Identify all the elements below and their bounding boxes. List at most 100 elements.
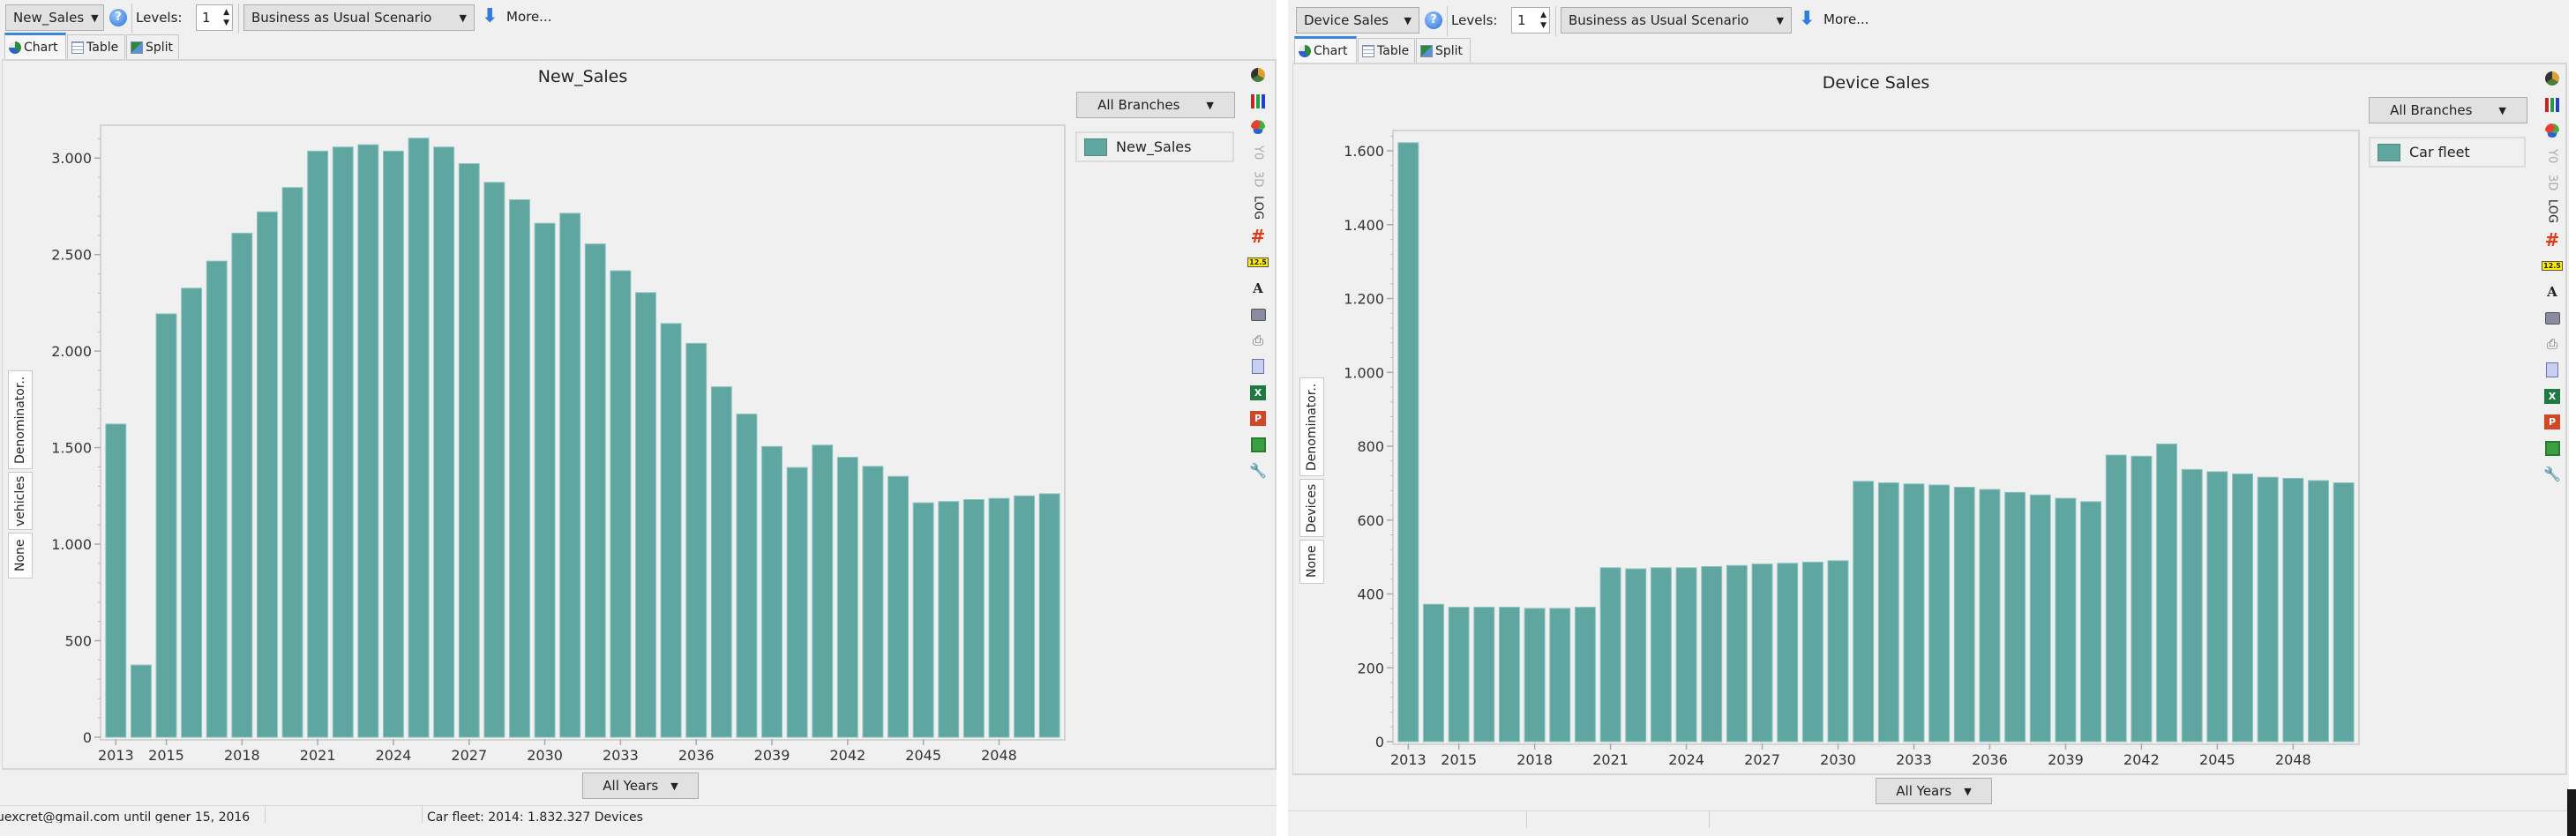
y-zero-icon[interactable]: Y0 bbox=[1248, 144, 1268, 163]
log-scale-icon[interactable]: LOG bbox=[1248, 196, 1268, 220]
scenario-dropdown[interactable]: Business as Usual Scenario ▼ bbox=[243, 4, 475, 31]
levels-stepper[interactable]: 1 ▲ ▼ bbox=[1511, 7, 1550, 34]
branches-dropdown[interactable]: All Branches ▼ bbox=[1076, 92, 1235, 118]
bar-chart-icon[interactable] bbox=[2542, 95, 2562, 115]
toolbar-divider bbox=[131, 4, 132, 34]
arrow-down-icon[interactable]: ⬇ bbox=[1799, 8, 1816, 30]
x-tick-label: 2048 bbox=[981, 747, 1017, 764]
x-tick-label: 2045 bbox=[2199, 751, 2235, 768]
camera-icon[interactable] bbox=[2542, 309, 2562, 328]
colors-icon[interactable] bbox=[1248, 117, 1268, 137]
printer-icon[interactable]: ⎙ bbox=[2546, 336, 2557, 352]
sort-pie-icon[interactable] bbox=[2542, 69, 2562, 88]
bar-2034 bbox=[1928, 484, 1951, 743]
split-view-icon bbox=[1420, 44, 1433, 57]
help-icon[interactable]: ? bbox=[109, 9, 127, 26]
variable-dropdown[interactable]: Device Sales ▼ bbox=[1296, 7, 1419, 34]
x-tick-label: 2033 bbox=[603, 747, 639, 764]
chevron-down-icon: ▼ bbox=[1964, 785, 1972, 797]
y-tick-label: 3.000 bbox=[51, 150, 92, 167]
wrench-icon[interactable]: 🔧 bbox=[2543, 466, 2561, 482]
levels-stepper[interactable]: 1 ▲ ▼ bbox=[196, 4, 233, 31]
3d-icon[interactable]: 3D bbox=[1248, 169, 1268, 189]
grid-hash-icon[interactable]: # bbox=[2544, 229, 2560, 250]
years-dropdown[interactable]: All Years ▼ bbox=[582, 773, 699, 799]
y-tick-label: 1.400 bbox=[1344, 217, 1384, 234]
copy-icon[interactable] bbox=[2542, 361, 2562, 380]
data-labels-icon[interactable]: 12.5 bbox=[2542, 257, 2563, 276]
colors-icon[interactable] bbox=[2542, 121, 2562, 140]
more-button[interactable]: More... bbox=[1823, 11, 1869, 27]
stepper-arrows-icon[interactable]: ▲ ▼ bbox=[1540, 11, 1546, 30]
scale-tab[interactable]: None bbox=[1299, 540, 1324, 584]
x-tick-label: 2013 bbox=[98, 747, 134, 764]
tab-table[interactable]: Table bbox=[67, 34, 125, 59]
unit-tab[interactable]: Devices bbox=[1299, 479, 1324, 537]
x-tick-label: 2018 bbox=[1516, 751, 1553, 768]
stepper-arrows-icon[interactable]: ▲ ▼ bbox=[223, 8, 229, 27]
bar-2038 bbox=[736, 414, 758, 738]
years-dropdown[interactable]: All Years ▼ bbox=[1876, 778, 1992, 804]
font-icon[interactable]: A bbox=[1253, 280, 1263, 296]
y-tick-label: 0 bbox=[1375, 734, 1384, 750]
bar-2022 bbox=[332, 146, 354, 738]
wrench-icon[interactable]: 🔧 bbox=[1249, 462, 1267, 479]
branches-dropdown[interactable]: All Branches ▼ bbox=[2369, 97, 2527, 123]
tab-split[interactable]: Split bbox=[126, 34, 179, 59]
x-tick-label: 2021 bbox=[300, 747, 336, 764]
bar-2030 bbox=[1827, 560, 1849, 743]
powerpoint-icon[interactable]: P bbox=[1248, 409, 1268, 429]
number-badge-label: 12.5 bbox=[2542, 261, 2563, 271]
tab-split[interactable]: Split bbox=[1416, 38, 1471, 63]
legend-label: Car fleet bbox=[2409, 144, 2470, 160]
save-icon[interactable] bbox=[2542, 438, 2562, 458]
3d-icon[interactable]: 3D bbox=[2542, 173, 2562, 192]
help-icon[interactable]: ? bbox=[1425, 11, 1442, 29]
font-icon[interactable]: A bbox=[2547, 284, 2557, 300]
printer-icon[interactable]: ⎙ bbox=[1252, 332, 1263, 348]
bar-2048 bbox=[988, 497, 1010, 738]
excel-icon[interactable]: X bbox=[2542, 386, 2562, 406]
bar-2050 bbox=[2333, 481, 2355, 743]
excel-icon[interactable]: X bbox=[1248, 383, 1268, 402]
bar-2026 bbox=[433, 146, 455, 738]
y-tick-label: 1.600 bbox=[1344, 143, 1384, 160]
bar-2018 bbox=[1524, 608, 1546, 743]
copy-icon[interactable] bbox=[1248, 357, 1268, 377]
y-zero-icon[interactable]: Y0 bbox=[2542, 147, 2562, 167]
bar-2045 bbox=[2206, 471, 2228, 743]
more-button[interactable]: More... bbox=[506, 9, 552, 25]
denominator-tab[interactable]: Denominator.. bbox=[1299, 377, 1324, 476]
tab-chart[interactable]: Chart bbox=[1294, 36, 1357, 63]
bar-2015 bbox=[155, 313, 177, 738]
scenario-dropdown[interactable]: Business as Usual Scenario ▼ bbox=[1561, 7, 1792, 34]
toolbar-divider bbox=[1447, 6, 1448, 36]
variable-dropdown[interactable]: New_Sales ▼ bbox=[5, 4, 104, 31]
bar-2027 bbox=[1751, 564, 1773, 743]
tab-chart-label: Chart bbox=[1314, 43, 1348, 58]
powerpoint-icon[interactable]: P bbox=[2542, 413, 2562, 432]
legend-swatch bbox=[2378, 143, 2400, 161]
chart-window-device-sales: Device Sales ▼ ? Levels: 1 ▲ ▼ Business as… bbox=[1288, 0, 2569, 836]
bar-chart-icon[interactable] bbox=[1248, 92, 1268, 111]
tab-table[interactable]: Table bbox=[1358, 38, 1415, 63]
grid-hash-icon[interactable]: # bbox=[1250, 226, 1266, 247]
chevron-down-icon: ▼ bbox=[1404, 14, 1412, 26]
bar-2019 bbox=[1549, 608, 1571, 743]
data-labels-icon[interactable]: 12.5 bbox=[1247, 253, 1269, 272]
bar-chart-device-sales: 0 200 400 600 800 1.000 1.200 1.400 1.600 2013 201… bbox=[1344, 130, 2360, 768]
chart-pie-icon bbox=[9, 41, 21, 54]
denominator-tab[interactable]: Denominator.. bbox=[8, 370, 33, 469]
save-icon[interactable] bbox=[1248, 435, 1268, 454]
chevron-down-icon: ▼ bbox=[1776, 14, 1784, 26]
3d-label: 3D bbox=[1251, 170, 1265, 188]
x-tick-label: 2013 bbox=[1390, 751, 1427, 768]
chart-title: New_Sales bbox=[537, 67, 628, 86]
camera-icon[interactable] bbox=[1248, 305, 1268, 325]
log-scale-icon[interactable]: LOG bbox=[2542, 199, 2562, 224]
scale-tab[interactable]: None bbox=[8, 533, 33, 578]
unit-tab[interactable]: vehicles bbox=[8, 472, 33, 530]
sort-pie-icon[interactable] bbox=[1248, 65, 1268, 85]
tab-chart[interactable]: Chart bbox=[4, 33, 66, 59]
arrow-down-icon[interactable]: ⬇ bbox=[482, 5, 498, 27]
